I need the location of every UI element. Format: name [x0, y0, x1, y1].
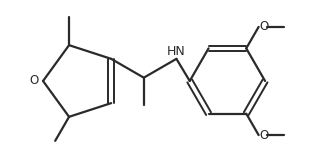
- Text: O: O: [260, 129, 269, 142]
- Text: O: O: [260, 20, 269, 33]
- Text: O: O: [30, 74, 39, 87]
- Text: HN: HN: [167, 45, 186, 58]
